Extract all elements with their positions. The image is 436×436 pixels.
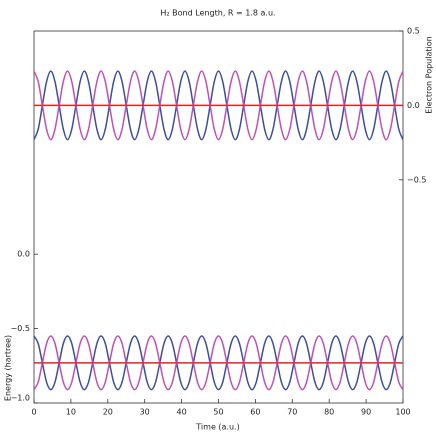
y-axis-label: Energy (hartree) (4, 335, 13, 401)
y2-tick-label: 0.5 (407, 27, 420, 36)
series-line (33, 335, 404, 391)
y-tick-label: −1.0 (11, 394, 30, 403)
x-tick-label: 80 (324, 408, 334, 417)
y-tick-label: −0.5 (11, 324, 30, 333)
x-tick-label: 20 (103, 408, 113, 417)
y-tick-label: 0.0 (17, 250, 30, 259)
x-tick-label: 60 (250, 408, 260, 417)
x-tick-label: 40 (177, 408, 187, 417)
x-axis-label: Time (a.u.) (195, 423, 239, 432)
x-tick-label: 90 (361, 408, 371, 417)
chart-title: H₂ Bond Length, R = 1.8 a.u. (160, 9, 275, 18)
x-tick-label: 70 (287, 408, 297, 417)
series-line (33, 70, 404, 141)
series-line (33, 70, 404, 141)
x-tick-label: 10 (66, 408, 76, 417)
y2-axis-label: Electron Population (425, 36, 434, 113)
x-tick-label: 0 (31, 408, 36, 417)
y2-tick-label: 0.0 (407, 101, 420, 110)
y2-tick-label: −0.5 (407, 175, 426, 184)
x-tick-label: 30 (140, 408, 150, 417)
x-tick-label: 100 (395, 408, 410, 417)
x-tick-label: 50 (213, 408, 223, 417)
series-line (33, 335, 404, 391)
